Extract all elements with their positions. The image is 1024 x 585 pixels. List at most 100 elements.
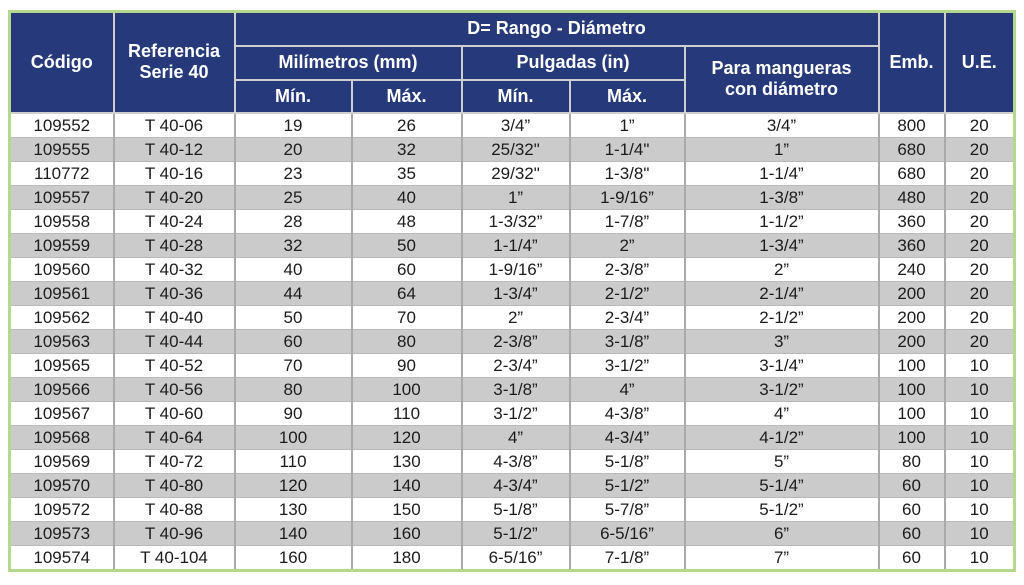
table-cell: 200 (877, 328, 946, 354)
table-cell: 100 (877, 400, 946, 426)
col-header-referencia: Referencia Serie 40 (112, 10, 236, 114)
table-row: 109559 T 40-28 32 50 1-1/4” 2” 1-3/4” 360 20 (8, 232, 1016, 258)
table-cell: 1-7/8” (568, 208, 686, 234)
table-cell: 1-3/4” (683, 232, 880, 258)
table-row: 109570 T 40-80 120 140 4-3/4” 5-1/2” 5-1/4” 60 1… (8, 472, 1016, 498)
table-row: 109552 T 40-06 19 26 3/4” 1” 3/4” 800 20 (8, 112, 1016, 138)
table-cell: 20 (943, 208, 1016, 234)
col-header-max-mm: Máx. (350, 78, 463, 114)
table-cell: 100 (877, 424, 946, 450)
col-header-emb: Emb. (877, 10, 946, 114)
table-cell: 360 (877, 208, 946, 234)
table-cell: 3-1/8” (460, 376, 571, 402)
table-cell: T 40-40 (112, 304, 236, 330)
table-cell: 1-3/4” (460, 280, 571, 306)
table-cell: 60 (877, 496, 946, 522)
table-cell: 180 (350, 544, 463, 571)
table-cell: 48 (350, 208, 463, 234)
table-cell: 3/4” (683, 112, 880, 138)
table-row: 109565 T 40-52 70 90 2-3/4” 3-1/2” 3-1/4” 100 10 (8, 352, 1016, 378)
table-cell: 7-1/8” (568, 544, 686, 571)
table-cell: 80 (233, 376, 353, 402)
table-cell: T 40-36 (112, 280, 236, 306)
table-cell: 480 (877, 184, 946, 210)
table-cell: 80 (350, 328, 463, 354)
table-cell: T 40-52 (112, 352, 236, 378)
col-header-ue: U.E. (943, 10, 1016, 114)
table-row: 109558 T 40-24 28 48 1-3/32” 1-7/8” 1-1/2” 360 2… (8, 208, 1016, 234)
table-cell: 20 (943, 232, 1016, 258)
table-cell: 35 (350, 160, 463, 186)
table-cell: T 40-104 (112, 544, 236, 571)
table-cell: 109560 (8, 256, 115, 282)
table-row: 109557 T 40-20 25 40 1” 1-9/16” 1-3/8” 480 20 (8, 184, 1016, 210)
table-cell: T 40-28 (112, 232, 236, 258)
table-cell: 4-1/2” (683, 424, 880, 450)
table-cell: 4” (568, 376, 686, 402)
table-cell: 3-1/4” (683, 352, 880, 378)
table-cell: T 40-32 (112, 256, 236, 282)
table-cell: 50 (350, 232, 463, 258)
table-cell: 109557 (8, 184, 115, 210)
table-cell: 10 (943, 400, 1016, 426)
col-header-milimetros: Milímetros (mm) (233, 44, 463, 81)
table-cell: 6-5/16” (568, 520, 686, 546)
table-cell: 1-3/8" (568, 160, 686, 186)
table-cell: 109561 (8, 280, 115, 306)
col-header-rango-diametro: D= Rango - Diámetro (233, 10, 880, 47)
table-cell: 1-3/8” (683, 184, 880, 210)
table-cell: 200 (877, 304, 946, 330)
table-cell: 10 (943, 472, 1016, 498)
table-header: Código Referencia Serie 40 D= Rango - Di… (8, 10, 1016, 114)
header-row-2: Milímetros (mm) Pulgadas (in) Para mangu… (10, 44, 1015, 114)
table-cell: 1-1/4" (568, 136, 686, 162)
table-cell: T 40-60 (112, 400, 236, 426)
page: Código Referencia Serie 40 D= Rango - Di… (8, 10, 1016, 572)
col-header-min-mm: Mín. (233, 78, 353, 114)
table-cell: 360 (877, 232, 946, 258)
table-row: 109563 T 40-44 60 80 2-3/8” 3-1/8” 3” 200 20 (8, 328, 1016, 354)
table-cell: 4” (460, 424, 571, 450)
table-cell: 20 (943, 136, 1016, 162)
table-row: 109574 T 40-104 160 180 6-5/16” 7-1/8” 7” 60 10 (8, 544, 1016, 571)
table-cell: 60 (877, 472, 946, 498)
table-cell: 109574 (8, 544, 115, 571)
table-cell: 5-1/2” (683, 496, 880, 522)
table-cell: 3” (683, 328, 880, 354)
table-cell: 70 (233, 352, 353, 378)
table-cell: 5-1/8” (460, 496, 571, 522)
table-cell: T 40-56 (112, 376, 236, 402)
table-cell: 100 (877, 352, 946, 378)
table-cell: 140 (233, 520, 353, 546)
table-cell: 2-1/4” (683, 280, 880, 306)
table-row: 109562 T 40-40 50 70 2” 2-3/4” 2-1/2” 200 20 (8, 304, 1016, 330)
table-cell: 50 (233, 304, 353, 330)
table-cell: 100 (350, 376, 463, 402)
table-cell: 25/32" (460, 136, 571, 162)
table-cell: 6” (683, 520, 880, 546)
col-header-pulgadas: Pulgadas (in) (460, 44, 686, 81)
table-cell: 25 (233, 184, 353, 210)
table-cell: 2-3/8” (568, 256, 686, 282)
table-cell: 5-1/2” (460, 520, 571, 546)
table-cell: 70 (350, 304, 463, 330)
col-header-min-in: Mín. (460, 78, 571, 114)
table-cell: 2-1/2” (568, 280, 686, 306)
table-cell: 160 (350, 520, 463, 546)
table-cell: 1-3/32” (460, 208, 571, 234)
table-cell: 3-1/2” (460, 400, 571, 426)
table-cell: 5-1/2” (568, 472, 686, 498)
table-cell: 29/32" (460, 160, 571, 186)
table-cell: T 40-12 (112, 136, 236, 162)
table-cell: 100 (877, 376, 946, 402)
table-cell: 4-3/8” (460, 448, 571, 474)
header-row-3: Mín. Máx. Mín. Máx. (10, 78, 1015, 114)
table-cell: 4-3/8” (568, 400, 686, 426)
table-cell: 120 (350, 424, 463, 450)
table-body: 109552 T 40-06 19 26 3/4” 1” 3/4” 800 20 109555 T … (8, 112, 1016, 571)
table-cell: 1” (683, 136, 880, 162)
table-row: 110772 T 40-16 23 35 29/32" 1-3/8" 1-1/4” 680 20 (8, 160, 1016, 186)
table-row: 109555 T 40-12 20 32 25/32" 1-1/4" 1” 680 20 (8, 136, 1016, 162)
table-cell: 1-9/16” (460, 256, 571, 282)
table-cell: 7” (683, 544, 880, 571)
